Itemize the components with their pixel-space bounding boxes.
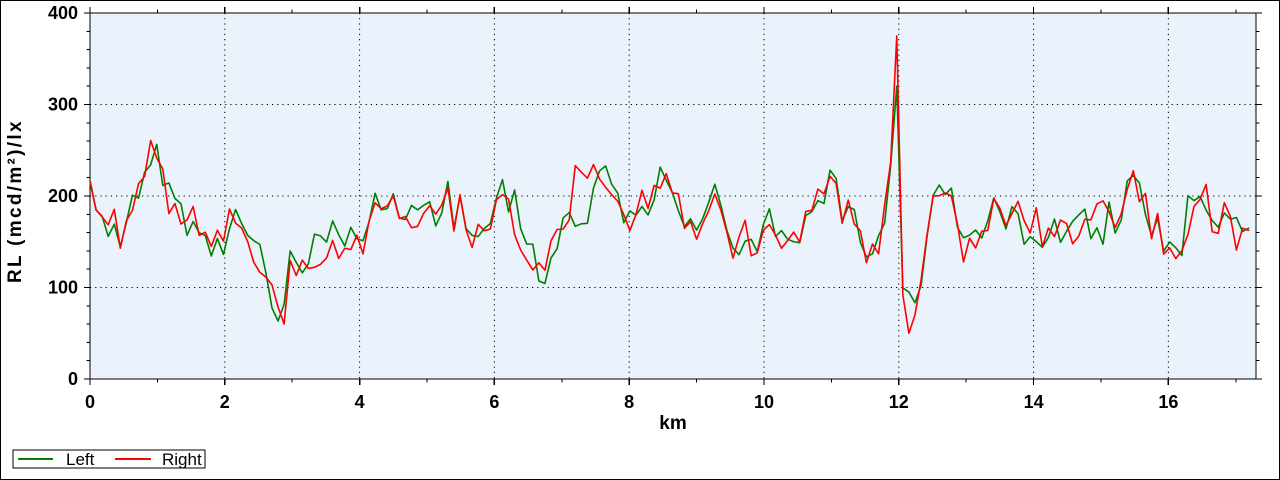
svg-text:Left: Left — [66, 450, 95, 469]
svg-text:14: 14 — [1024, 392, 1044, 412]
svg-text:10: 10 — [754, 392, 774, 412]
svg-text:Right: Right — [162, 450, 202, 469]
svg-text:12: 12 — [889, 392, 909, 412]
svg-text:400: 400 — [48, 3, 78, 23]
svg-text:6: 6 — [489, 392, 499, 412]
svg-text:0: 0 — [68, 369, 78, 389]
svg-text:0: 0 — [85, 392, 95, 412]
svg-text:200: 200 — [48, 186, 78, 206]
svg-text:300: 300 — [48, 95, 78, 115]
svg-text:100: 100 — [48, 278, 78, 298]
svg-text:2: 2 — [220, 392, 230, 412]
svg-text:16: 16 — [1158, 392, 1178, 412]
svg-text:4: 4 — [355, 392, 365, 412]
svg-text:km: km — [659, 413, 686, 434]
svg-text:8: 8 — [624, 392, 634, 412]
